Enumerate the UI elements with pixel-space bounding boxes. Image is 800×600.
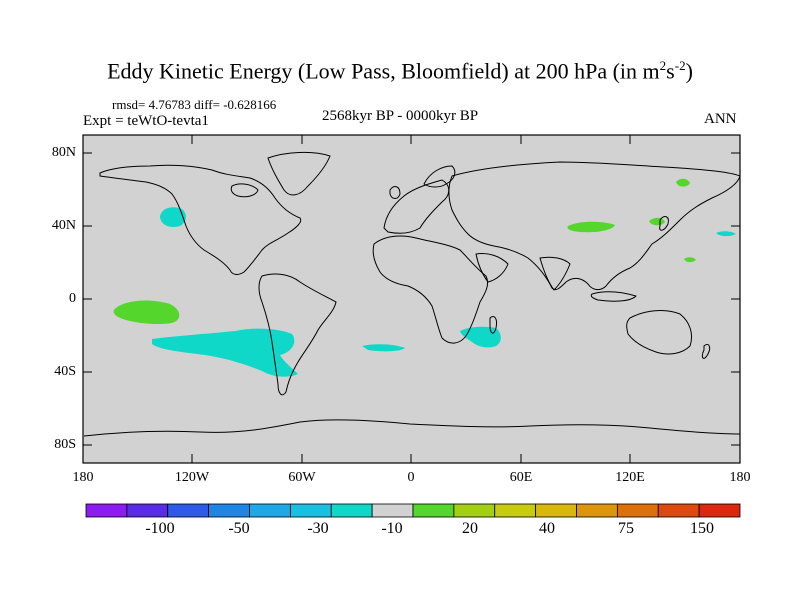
colorbar-label-75: 75 [618,520,634,537]
colorbar-box-5 [289,503,332,518]
coast-south-america [258,273,337,396]
colorbar-box-14 [657,503,700,518]
colorbar-box-12 [576,503,618,518]
y-tick-label-80n: 80N [51,145,76,160]
colorbar-box-0 [85,503,128,518]
y-axis-ticks [83,152,740,446]
experiment-label: Expt = teWtO-tevta1 [83,113,209,129]
coastlines [83,151,741,437]
coast-australia [626,310,693,355]
x-tick-label-0: 0 [407,470,415,485]
coast-indonesia [590,291,637,302]
negative-region-south-atlantic [362,344,405,352]
colorbar-box-3 [208,503,250,518]
colorbar [85,503,741,518]
positive-region-japan [649,217,665,226]
rmsd-diff-label: rmsd= 4.76783 diff= -0.628166 [112,97,277,112]
y-tick-label-40s: 40S [54,364,76,379]
map-background [83,135,740,463]
colorbar-box-7 [371,503,414,518]
positive-region-siberia [676,178,690,187]
negative-region-south-pacific [152,328,298,377]
season-label: ANN [704,111,737,127]
x-axis-ticks [82,135,741,463]
colorbar-box-2 [167,503,210,518]
period-label: 2568kyr BP - 0000kyr BP [322,108,479,124]
x-tick-label-180w: 180 [72,470,94,485]
colorbar-label-neg50: -50 [228,520,250,537]
coast-new-zealand [701,343,711,359]
y-tick-label-0: 0 [69,291,76,306]
coast-hudson-bay [230,183,259,198]
x-tick-label-60e: 60E [509,470,533,485]
positive-region-west-pacific [684,257,696,263]
anomaly-regions [113,178,736,377]
colorbar-label-20: 20 [462,520,478,537]
colorbar-box-10 [494,503,537,518]
colorbar-label-neg10: -10 [381,520,403,537]
coast-japan [659,216,669,231]
colorbar-box-13 [616,503,659,518]
colorbar-label-40: 40 [539,520,555,537]
coast-asia [448,161,741,291]
y-tick-label-40n: 40N [51,218,76,233]
y-tick-label-80s: 80S [54,437,76,452]
x-tick-label-180e: 180 [729,470,751,485]
coast-africa [372,235,489,344]
chart-title: Eddy Kinetic Energy (Low Pass, Bloomfiel… [107,58,693,84]
coast-india [539,256,571,291]
colorbar-box-9 [453,503,496,518]
colorbar-label-neg100: -100 [145,520,175,537]
coast-north-america [99,164,302,275]
coast-arabia [475,253,509,283]
positive-region-central-asia [567,221,615,233]
x-tick-label-120e: 120E [615,470,645,485]
coast-antarctica [83,419,741,437]
coast-madagascar [489,315,497,334]
coast-greenland [267,151,331,196]
colorbar-box-15 [698,503,741,518]
coast-europe [383,179,450,234]
positive-region-tropical-pacific [113,300,180,325]
colorbar-label-neg30: -30 [307,520,329,537]
negative-region-north-west-pacific [716,231,736,237]
colorbar-box-6 [330,503,373,518]
colorbar-box-8 [412,503,455,518]
colorbar-box-1 [126,503,169,518]
x-tick-label-60w: 60W [288,470,316,485]
negative-region-north-pacific [160,207,186,227]
colorbar-label-150: 150 [690,520,714,537]
colorbar-box-11 [535,503,577,518]
x-tick-label-120w: 120W [174,470,210,485]
colorbar-box-4 [249,503,291,518]
coast-great-britain [389,186,401,199]
